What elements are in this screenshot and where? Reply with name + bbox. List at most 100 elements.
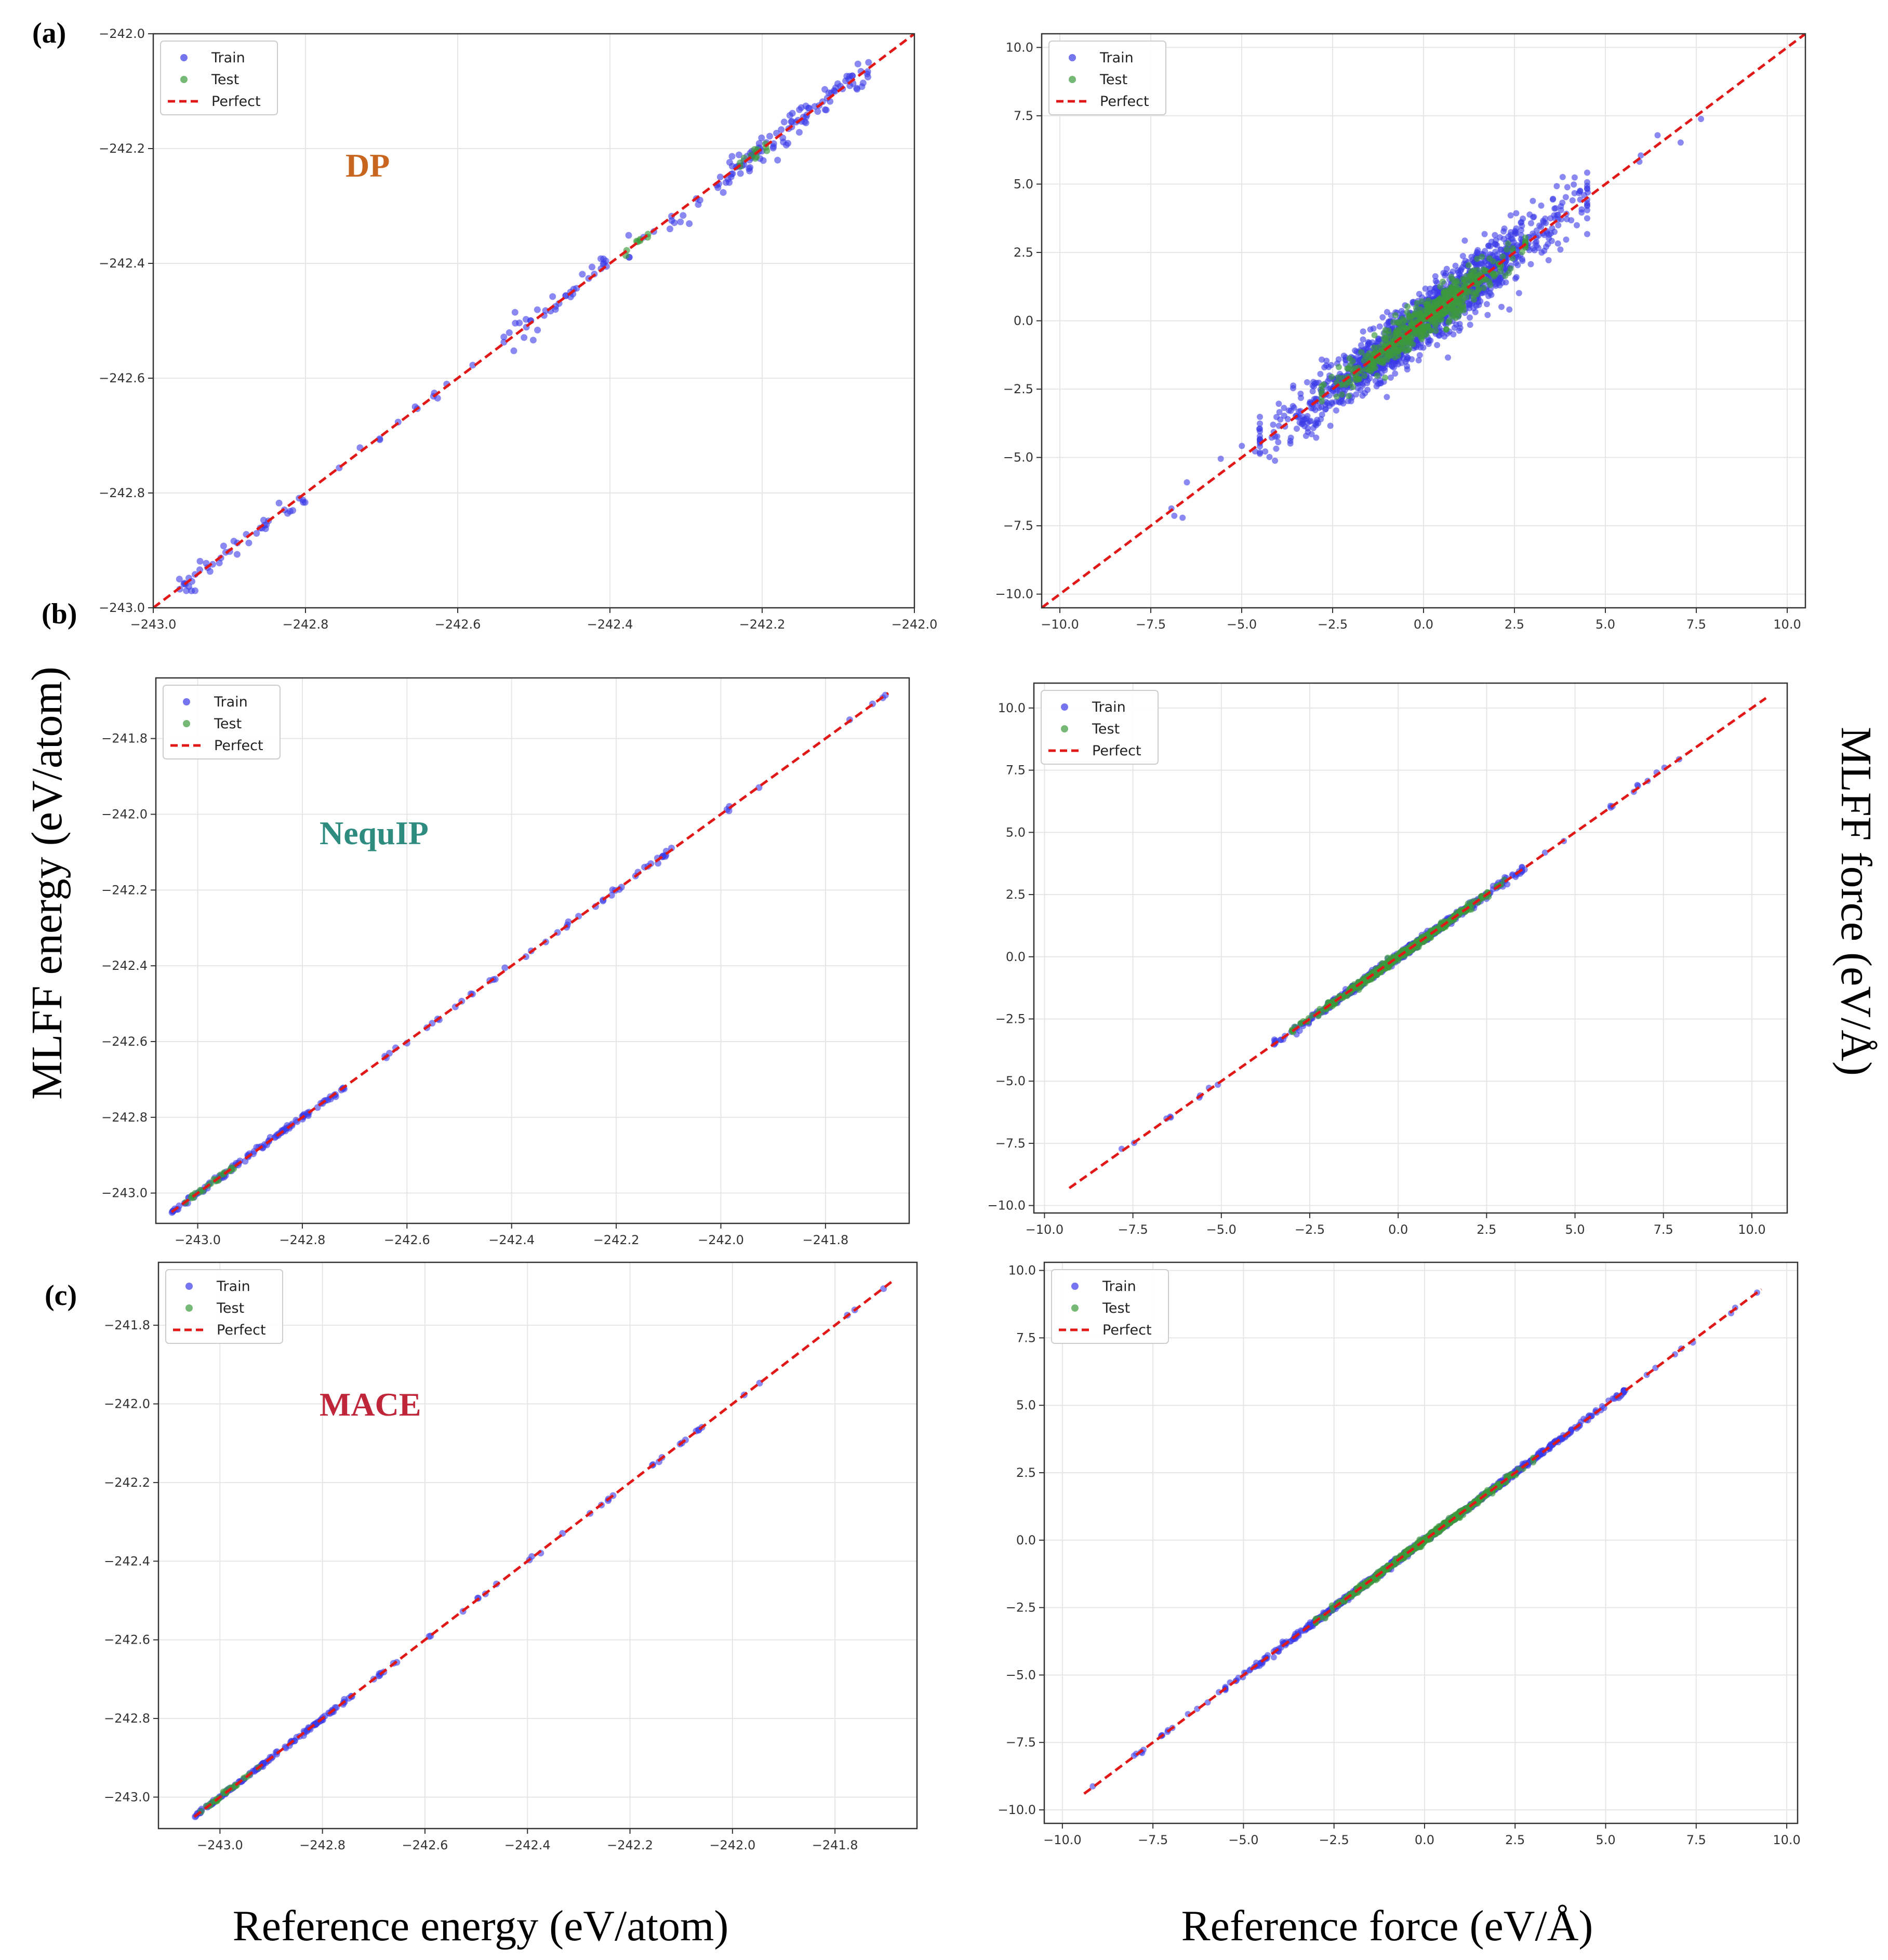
- legend-box: [163, 685, 281, 759]
- train-point: [1497, 246, 1504, 253]
- y-tick-label: −243.0: [101, 1186, 148, 1201]
- train-point: [220, 542, 227, 550]
- x-tick-label: −242.8: [283, 617, 329, 632]
- test-point: [1507, 265, 1514, 272]
- train-point: [1357, 387, 1364, 394]
- train-point: [1257, 420, 1263, 427]
- legend-perfect-label: Perfect: [1092, 743, 1141, 759]
- train-point: [216, 559, 223, 567]
- train-point: [1455, 267, 1461, 274]
- train-point: [253, 530, 260, 537]
- x-tick-label: −242.6: [435, 617, 481, 632]
- test-point: [1446, 317, 1453, 324]
- train-point: [1434, 342, 1441, 349]
- train-point: [766, 132, 773, 140]
- train-point: [1542, 215, 1549, 222]
- train-point: [1521, 866, 1528, 873]
- x-tick-label: −2.5: [1295, 1222, 1325, 1237]
- test-point: [1509, 245, 1516, 252]
- train-point: [1563, 236, 1570, 243]
- train-point: [183, 587, 190, 594]
- legend-test-marker: [1061, 725, 1068, 732]
- train-point: [1530, 197, 1536, 204]
- train-point: [797, 104, 805, 111]
- train-point: [1584, 215, 1590, 222]
- train-point: [735, 151, 742, 158]
- train-point: [1507, 212, 1514, 219]
- test-point: [1394, 319, 1401, 326]
- y-tick-label: −10.0: [998, 1803, 1036, 1817]
- train-point: [1492, 232, 1498, 238]
- legend-box: [160, 41, 278, 115]
- train-point: [1461, 237, 1468, 244]
- train-point: [1445, 354, 1451, 361]
- train-point: [1358, 342, 1364, 349]
- legend-test-marker: [185, 1304, 193, 1312]
- test-point: [1468, 906, 1475, 913]
- train-point: [854, 86, 861, 93]
- y-tick-label: 5.0: [1014, 177, 1033, 191]
- x-tick-label: 2.5: [1477, 1222, 1496, 1237]
- test-point: [1452, 292, 1459, 299]
- legend-perfect-label: Perfect: [211, 94, 261, 110]
- train-point: [1541, 849, 1548, 856]
- train-point: [1305, 429, 1311, 435]
- test-point: [1392, 354, 1398, 361]
- test-point: [1504, 246, 1510, 253]
- train-point: [1571, 174, 1578, 181]
- y-tick-label: −5.0: [995, 1074, 1026, 1088]
- train-point: [1584, 169, 1590, 176]
- test-point: [1356, 376, 1363, 382]
- train-point: [774, 156, 781, 164]
- train-point: [720, 189, 727, 196]
- train-point: [668, 217, 675, 224]
- test-point: [1335, 364, 1342, 370]
- train-point: [1559, 199, 1566, 206]
- test-point: [1499, 253, 1506, 260]
- train-point: [1440, 270, 1447, 276]
- train-point: [677, 218, 684, 225]
- train-point: [728, 153, 736, 160]
- train-point: [695, 201, 702, 208]
- legend-train-label: Train: [1099, 50, 1134, 66]
- train-point: [1498, 303, 1505, 310]
- legend-test-marker: [180, 76, 188, 83]
- train-point: [1353, 349, 1360, 355]
- train-point: [376, 436, 383, 443]
- legend-perfect-label: Perfect: [1100, 94, 1149, 110]
- x-tick-label: −242.2: [593, 1233, 640, 1247]
- x-tick-label: 10.0: [1738, 1222, 1765, 1237]
- test-point: [1454, 280, 1460, 287]
- train-point: [1508, 235, 1514, 242]
- train-point: [1530, 245, 1536, 252]
- train-point: [770, 143, 777, 150]
- train-point: [1239, 443, 1245, 449]
- y-tick-label: −242.8: [101, 1110, 148, 1125]
- test-point: [1346, 393, 1352, 399]
- force-plot-mace: −10.0 −7.5 −5.0 −2.5 0.0 2.5 5.0 7.5 10.0−10.0−7…: [998, 1261, 1801, 1847]
- train-point: [1432, 273, 1439, 279]
- test-point: [1399, 315, 1406, 322]
- y-tick-label: −241.8: [104, 1318, 150, 1332]
- y-tick-label: 10.0: [1006, 40, 1033, 55]
- x-tick-label: −243.0: [197, 1838, 243, 1852]
- test-point: [1418, 298, 1425, 305]
- test-point: [1455, 300, 1461, 306]
- train-point: [1467, 314, 1473, 321]
- test-point: [1490, 258, 1496, 264]
- plot-frame: [155, 677, 910, 1224]
- train-point: [864, 68, 871, 75]
- train-point: [1545, 257, 1552, 263]
- test-point: [1344, 365, 1351, 372]
- y-tick-label: −2.5: [1006, 1601, 1036, 1615]
- legend-box: [1048, 41, 1166, 115]
- test-point: [1386, 331, 1393, 338]
- train-point: [1287, 437, 1294, 444]
- train-point: [789, 110, 796, 117]
- test-point: [1333, 393, 1340, 400]
- x-tick-label: 5.0: [1596, 617, 1615, 632]
- test-point: [1483, 276, 1490, 283]
- train-point: [1457, 325, 1464, 331]
